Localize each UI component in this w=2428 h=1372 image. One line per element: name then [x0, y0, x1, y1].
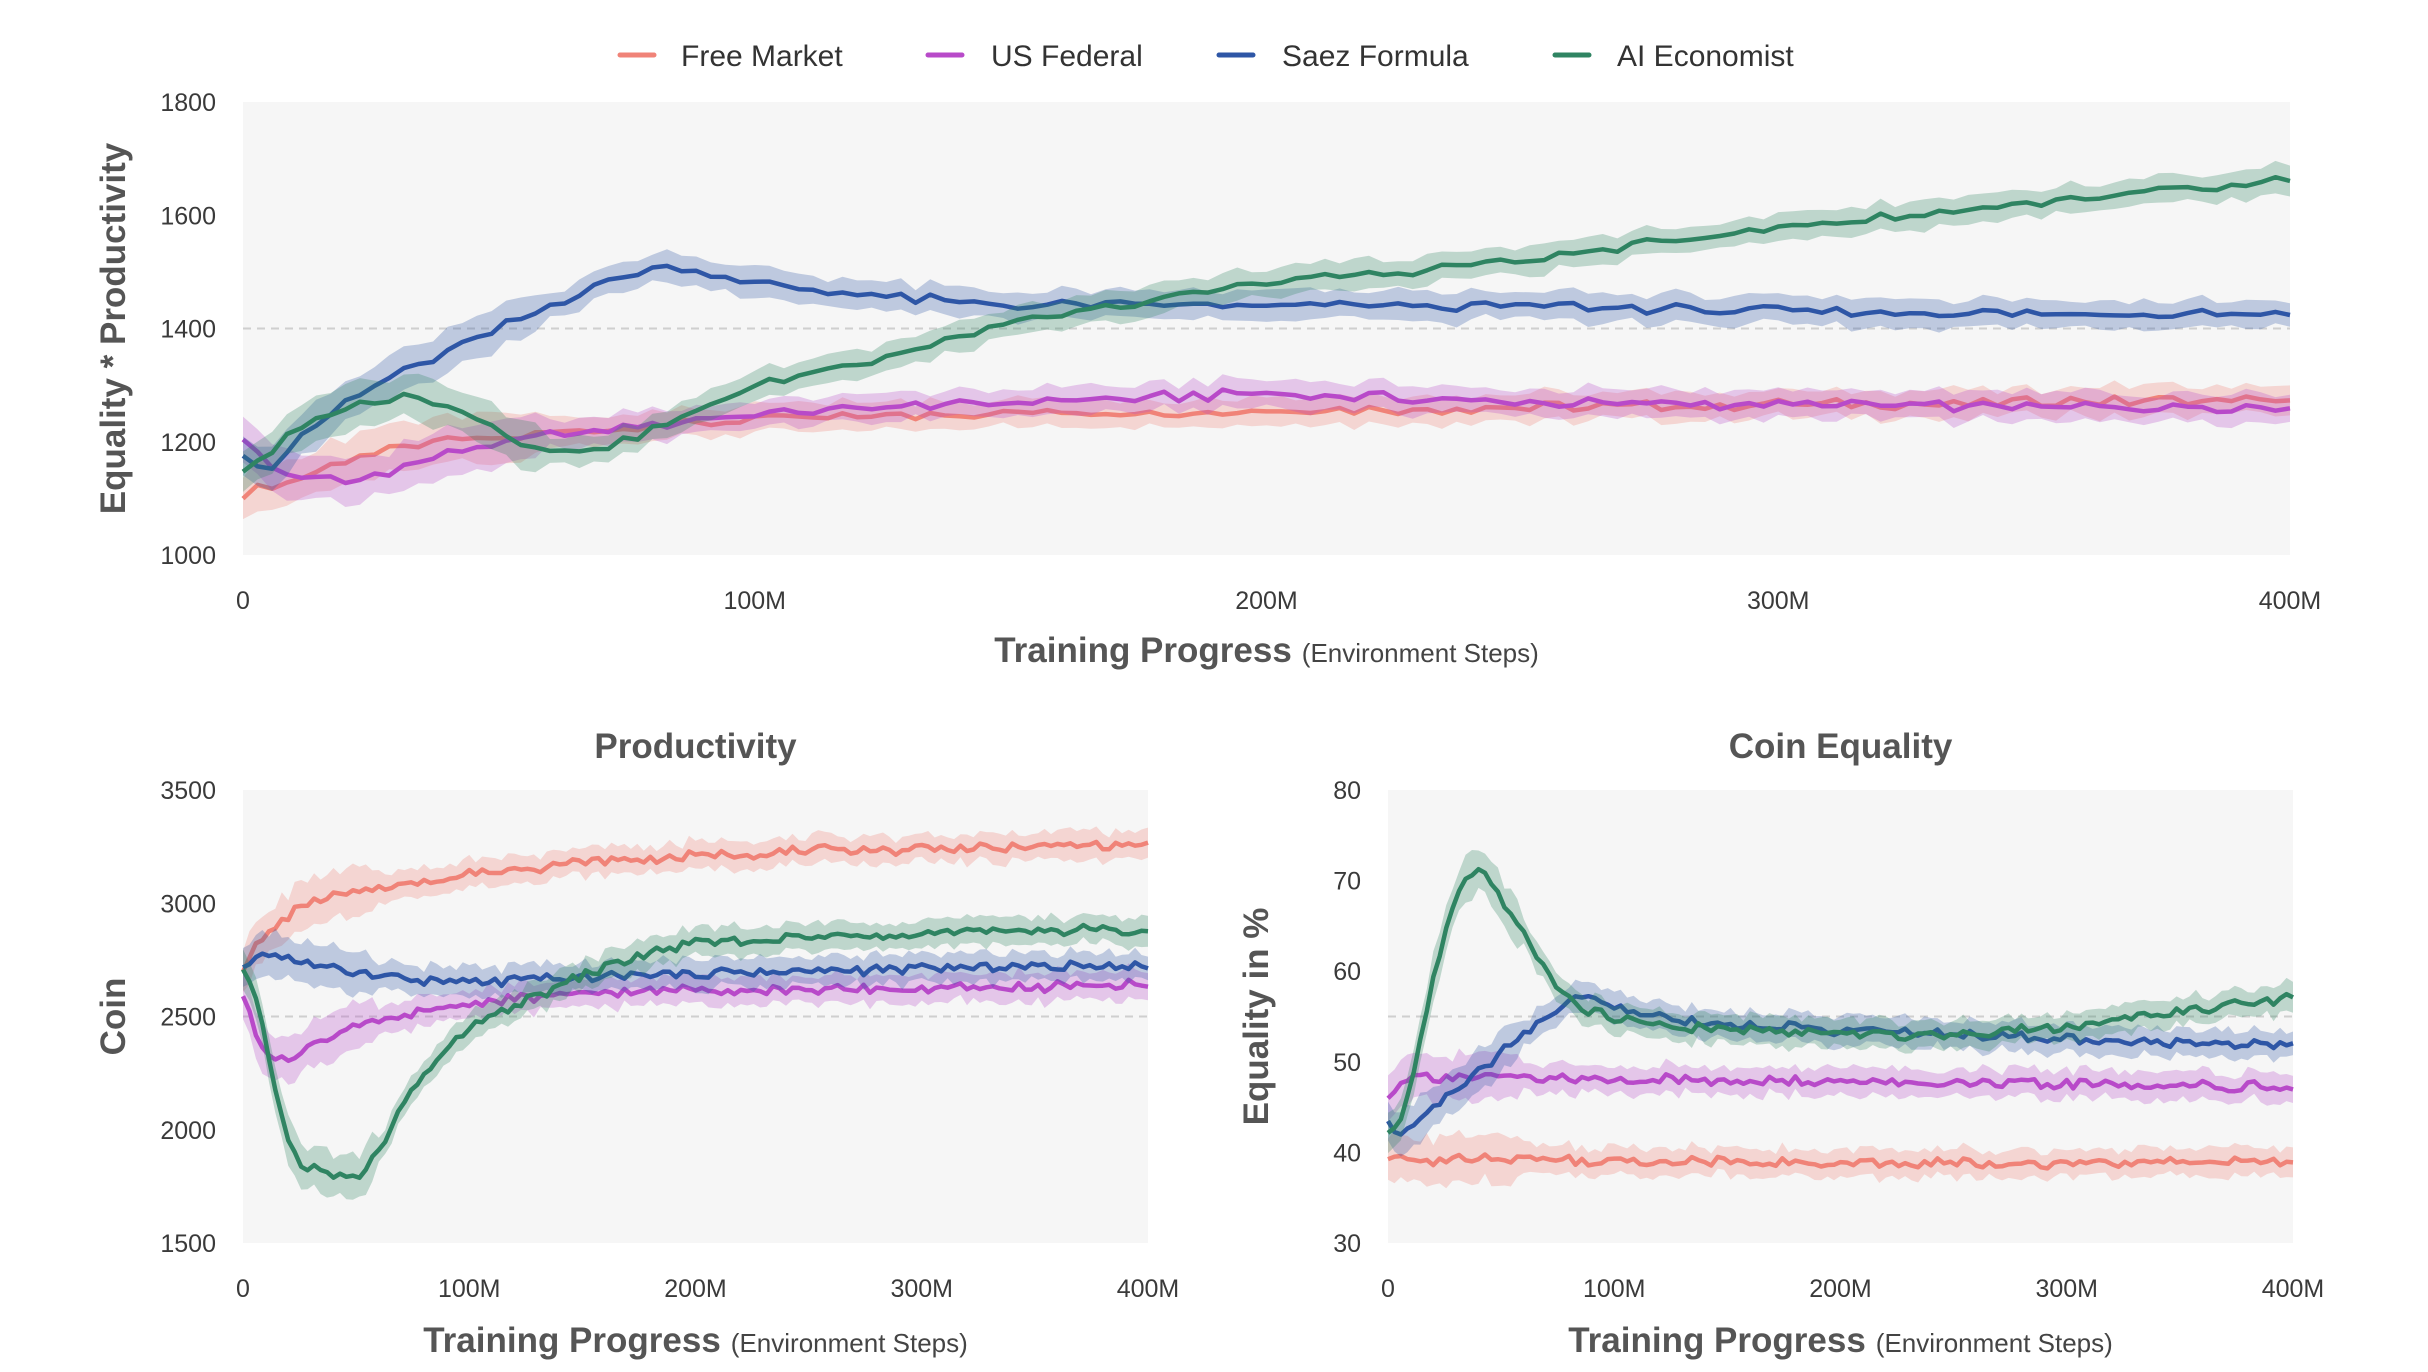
- legend: Free Market US Federal Saez Formula AI Econ…: [617, 40, 1794, 73]
- x-axis-label-main: Training Progress: [1568, 1321, 1866, 1360]
- y-tick-label: 80: [1333, 777, 1361, 805]
- x-tick-label: 400M: [1117, 1275, 1180, 1303]
- series-line: [241, 387, 2291, 486]
- x-tick-label: 300M: [890, 1275, 953, 1303]
- y-tick-label: 1800: [160, 89, 216, 117]
- x-tick-label: 100M: [723, 587, 786, 615]
- series-band: [1388, 1048, 2293, 1122]
- series-saez-formula: [241, 249, 2291, 491]
- series-ai-economist: [241, 912, 1149, 1200]
- legend-item-saez-formula: Saez Formula: [1216, 40, 1469, 73]
- legend-label: Free Market: [681, 40, 843, 73]
- x-tick-label: 400M: [2262, 1275, 2325, 1303]
- series-band: [243, 963, 1148, 1085]
- x-axis-label-main: Training Progress: [994, 631, 1292, 670]
- legend-label: US Federal: [991, 40, 1143, 73]
- x-tick-label: 300M: [2035, 1275, 2098, 1303]
- y-tick-label: 1500: [160, 1230, 216, 1258]
- series-band: [243, 160, 2290, 492]
- x-tick-label: 200M: [1809, 1275, 1872, 1303]
- x-axis-label-sub: (Environment Steps): [1302, 638, 1539, 668]
- series-line: [1386, 1071, 2294, 1100]
- x-axis-label: Training Progress (Environment Steps): [994, 631, 1539, 670]
- series-us-federal: [240, 963, 1149, 1085]
- x-axis-label-sub: (Environment Steps): [1876, 1328, 2113, 1358]
- series-band: [243, 912, 1148, 1200]
- series-us-federal: [1386, 1048, 2294, 1122]
- y-tick-label: 1200: [160, 429, 216, 457]
- chart-productivity: 1500 2000 2500 3000 3500 0 100M 200M 300M 400M Tra…: [94, 727, 1179, 1360]
- y-tick-label: 50: [1333, 1049, 1361, 1077]
- y-tick-label: 2500: [160, 1004, 216, 1032]
- y-tick-label: 3000: [160, 890, 216, 918]
- y-tick-label: 3500: [160, 777, 216, 805]
- x-tick-label: 0: [236, 587, 250, 615]
- series-band: [243, 249, 2290, 491]
- x-axis-label: Training Progress (Environment Steps): [1568, 1321, 2113, 1360]
- series-line: [1386, 866, 2294, 1135]
- series-free-market: [240, 826, 1149, 993]
- legend-item-ai-economist: AI Economist: [1552, 40, 1794, 73]
- x-tick-label: 200M: [1235, 587, 1298, 615]
- y-axis-label: Equality in %: [1237, 908, 1276, 1126]
- series-band: [1388, 1129, 2293, 1189]
- x-tick-label: 300M: [1747, 587, 1810, 615]
- y-tick-label: 1000: [160, 542, 216, 570]
- chart-title: Coin Equality: [1729, 727, 1953, 766]
- x-tick-label: 0: [236, 1275, 250, 1303]
- chart-title: Productivity: [594, 727, 797, 766]
- y-tick-label: 70: [1333, 868, 1361, 896]
- x-axis-label-main: Training Progress: [423, 1321, 721, 1360]
- series-ai-economist: [1386, 850, 2294, 1154]
- series-line: [1387, 1152, 2294, 1171]
- y-tick-label: 40: [1333, 1139, 1361, 1167]
- y-tick-label: 30: [1333, 1230, 1361, 1258]
- x-tick-label: 200M: [664, 1275, 727, 1303]
- x-tick-label: 0: [1381, 1275, 1395, 1303]
- chart-coin-equality: 30 40 50 60 70 80 0 100M 200M 300M 400M Training Pr…: [1237, 727, 2324, 1360]
- series-ai-economist: [241, 160, 2291, 492]
- legend-label: Saez Formula: [1282, 40, 1469, 73]
- series-free-market: [1387, 1129, 2294, 1189]
- y-axis-label: Equality * Productivity: [94, 142, 133, 514]
- legend-item-us-federal: US Federal: [925, 40, 1143, 73]
- y-tick-label: 2000: [160, 1117, 216, 1145]
- chart-equality-times-productivity: 1000 1200 1400 1600 1800 0 100M 200M 300M 400M Tra…: [94, 89, 2321, 670]
- x-tick-label: 100M: [438, 1275, 501, 1303]
- series-band: [1388, 850, 2293, 1154]
- legend-item-free-market: Free Market: [617, 40, 843, 73]
- series-line: [241, 174, 2291, 474]
- y-tick-label: 1600: [160, 202, 216, 230]
- legend-label: AI Economist: [1617, 40, 1794, 73]
- x-tick-label: 400M: [2259, 587, 2322, 615]
- series-saez-formula: [242, 928, 1149, 1000]
- x-axis-label: Training Progress (Environment Steps): [423, 1321, 968, 1360]
- x-tick-label: 100M: [1583, 1275, 1646, 1303]
- series-us-federal: [241, 374, 2291, 507]
- x-axis-label-sub: (Environment Steps): [731, 1328, 968, 1358]
- y-tick-label: 1400: [160, 316, 216, 344]
- series-line: [241, 263, 2291, 472]
- y-tick-label: 60: [1333, 958, 1361, 986]
- series-line: [240, 977, 1149, 1064]
- series-line: [240, 839, 1149, 973]
- series-band: [243, 374, 2290, 507]
- series-line: [242, 951, 1149, 989]
- series-line: [241, 922, 1149, 1181]
- y-axis-label: Coin: [94, 978, 133, 1056]
